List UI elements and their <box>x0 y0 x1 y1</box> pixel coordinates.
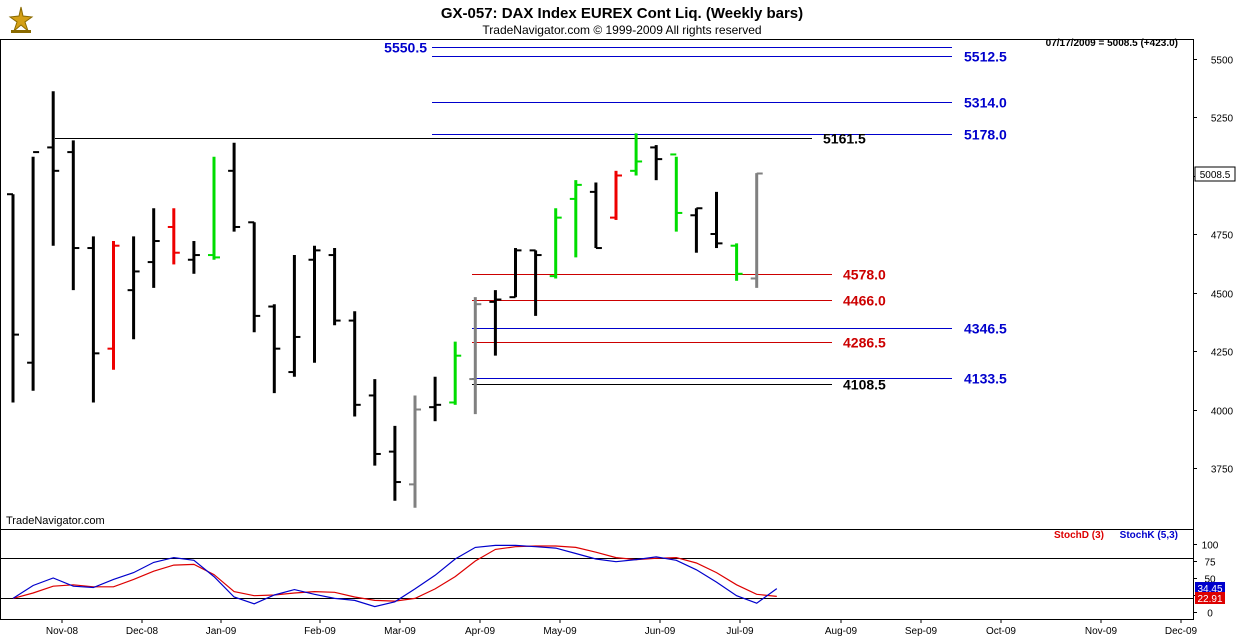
ohlc-bar <box>388 425 401 501</box>
price-axis: 375040004250450047505000525055005008.5 <box>1193 56 1236 476</box>
ohlc-bar <box>288 255 301 377</box>
ohlc-bar <box>107 241 120 370</box>
legend-stochd: StochD (3) <box>1054 530 1104 541</box>
ohlc-bar <box>730 243 743 281</box>
ohlc-bar <box>308 245 321 363</box>
level-label: 4346.5 <box>964 321 1007 337</box>
ohlc-bar <box>228 142 241 232</box>
ohlc-bar <box>187 241 200 274</box>
ohlc-bar <box>147 208 160 288</box>
date-tick-label: Dec-08 <box>126 626 159 637</box>
legend-stochk: StochK (5,3) <box>1120 530 1178 541</box>
level-label: 4108.5 <box>843 377 886 393</box>
price-tick-label: 4750 <box>1211 231 1234 242</box>
stoch-tick-label: 50 <box>1204 575 1216 586</box>
date-tick-label: Jan-09 <box>206 626 237 637</box>
last-value-label: 5008.5 <box>1200 170 1231 181</box>
ohlc-bar <box>167 208 180 265</box>
ohlc-bar <box>127 236 140 340</box>
level-label: 5512.5 <box>964 49 1007 65</box>
ohlc-bar <box>630 133 643 176</box>
date-tick-label: Nov-08 <box>46 626 79 637</box>
date-tick-label: Nov-09 <box>1085 626 1118 637</box>
level-label: 4578.0 <box>843 267 886 283</box>
price-tick-label: 5500 <box>1211 56 1234 67</box>
ohlc-bar <box>469 297 482 415</box>
ohlc-bar <box>569 180 582 258</box>
level-label: 5550.5 <box>384 40 427 56</box>
date-tick-label: Aug-09 <box>825 626 858 637</box>
ohlc-bar <box>87 236 100 403</box>
support-resistance-levels: 5550.5 5512.5 5314.0 5178.0 5161.5 4578.0 4466… <box>55 40 1007 393</box>
ohlc-bar <box>529 249 542 316</box>
last-close-info: 07/17/2009 = 5008.5 (+423.0) <box>1046 38 1178 49</box>
ohlc-bar <box>690 207 703 253</box>
price-tick-label: 5250 <box>1211 114 1234 125</box>
ohlc-bar <box>328 248 341 326</box>
price-tick-label: 3750 <box>1211 465 1234 476</box>
ohlc-bar <box>710 191 723 249</box>
stoch-tick-label: 0 <box>1207 609 1213 620</box>
ohlc-bar <box>248 221 261 333</box>
last-value-box <box>1194 166 1236 182</box>
date-tick-label: Feb-09 <box>304 626 336 637</box>
date-tick-label: May-09 <box>543 626 577 637</box>
price-tick-label: 4250 <box>1211 348 1234 359</box>
level-label: 5314.0 <box>964 95 1007 111</box>
price-tick-label: 4500 <box>1211 290 1234 301</box>
date-tick-label: Mar-09 <box>384 626 416 637</box>
stoch-tick-label: 75 <box>1204 558 1216 569</box>
copyright-text: TradeNavigator.com © 1999-2009 All right… <box>482 23 761 37</box>
ohlc-bar <box>208 156 220 260</box>
chart-title: GX-057: DAX Index EUREX Cont Liq. (Weekl… <box>441 5 803 22</box>
ohlc-bar <box>610 170 622 220</box>
stochastic-panel <box>0 529 1194 620</box>
ohlc-bar <box>67 140 80 291</box>
date-axis: Nov-08 Dec-08 Jan-09 Feb-09 Mar-09 Apr-09 May-… <box>46 619 1198 637</box>
ohlc-bar <box>7 193 19 403</box>
level-label: 5178.0 <box>964 127 1007 143</box>
date-tick-label: Sep-09 <box>905 626 938 637</box>
ohlc-bar <box>589 182 602 250</box>
stochd-value-box <box>1195 592 1225 604</box>
level-label: 4133.5 <box>964 371 1007 387</box>
stochd-value-label: 22.91 <box>1197 594 1222 605</box>
stoch-tick-label: 100 <box>1202 541 1219 552</box>
date-tick-label: Jul-09 <box>726 626 754 637</box>
ohlc-bar <box>47 91 60 246</box>
date-tick-label: Dec-09 <box>1165 626 1198 637</box>
ohlc-bar <box>429 376 442 422</box>
level-label: 4286.5 <box>843 335 886 351</box>
ohlc-bar <box>650 145 663 181</box>
date-tick-label: Apr-09 <box>465 626 495 637</box>
ohlc-bar <box>489 290 502 356</box>
ohlc-bar <box>449 341 462 405</box>
stochk-line <box>12 544 778 608</box>
ohlc-bar <box>670 153 683 232</box>
ohlc-bars <box>7 91 763 508</box>
stochastic-lines <box>1 544 1193 608</box>
ohlc-bar <box>750 172 763 288</box>
level-label: 4466.0 <box>843 293 886 309</box>
stochk-value-label: 34.45 <box>1197 584 1222 595</box>
ohlc-bar <box>509 248 522 299</box>
ohlc-bar <box>368 379 381 466</box>
level-label: 5161.5 <box>823 131 866 147</box>
ohlc-bar <box>348 311 361 417</box>
date-tick-label: Jun-09 <box>645 626 676 637</box>
ohlc-bar <box>268 304 281 394</box>
date-tick-label: Oct-09 <box>986 626 1016 637</box>
price-panel <box>0 39 1194 530</box>
ohlc-bar <box>27 151 40 391</box>
ohlc-bar <box>549 208 562 279</box>
stochk-value-box <box>1195 582 1225 594</box>
price-tick-label: 4000 <box>1211 407 1234 418</box>
trade-navigator-logo-icon <box>6 4 36 34</box>
ohlc-bar <box>409 395 421 508</box>
watermark-text: TradeNavigator.com <box>6 515 105 527</box>
